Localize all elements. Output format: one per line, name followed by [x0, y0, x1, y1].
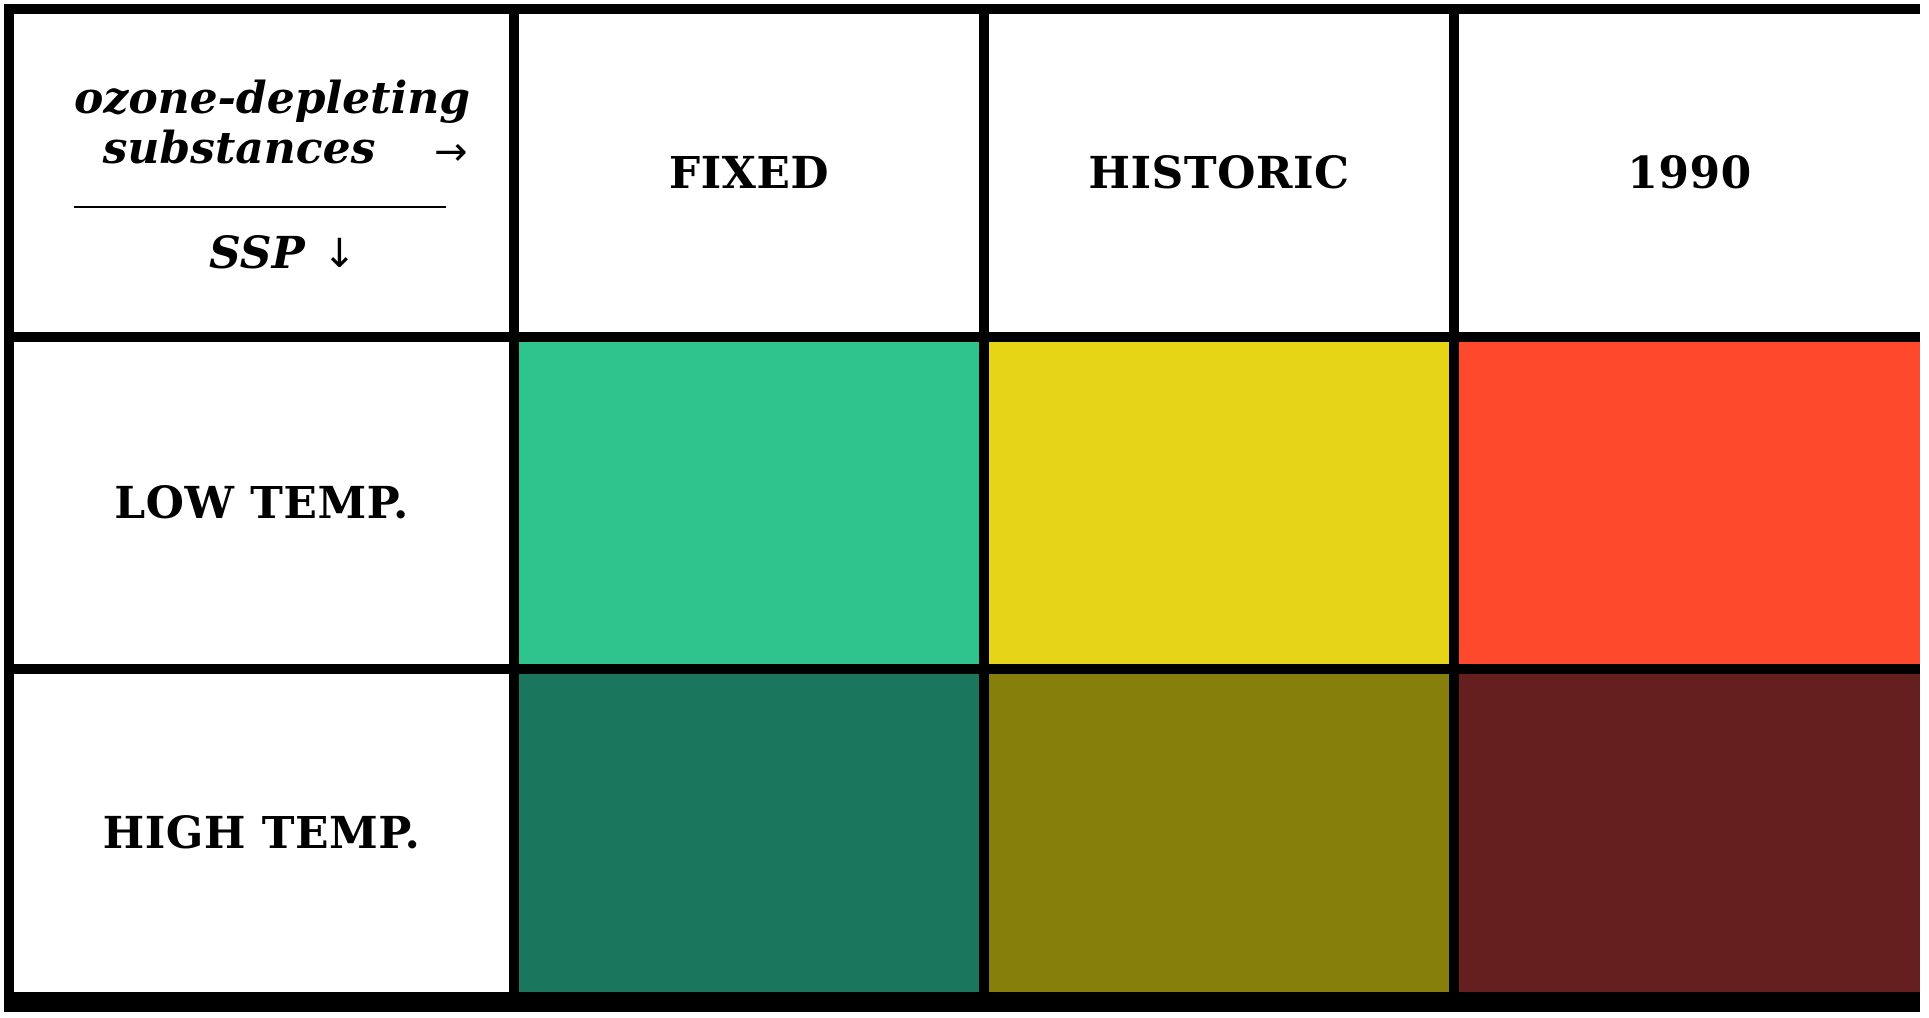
swatch-high-historic [989, 674, 1449, 992]
swatch-low-1990 [1459, 342, 1920, 664]
color-swatch [519, 342, 979, 664]
row-header-label: HIGH TEMP. [102, 807, 421, 859]
row-header-label: LOW TEMP. [114, 477, 409, 529]
swatch-low-fixed [519, 342, 979, 664]
column-header-label: HISTORIC [1088, 147, 1350, 199]
column-axis-label-line1: ozone-depleting [74, 73, 470, 124]
color-swatch [989, 342, 1449, 664]
color-legend-grid: ozone-depleting substances → SSP ↓ FIXED… [4, 4, 1920, 1012]
swatch-high-1990 [1459, 674, 1920, 992]
column-header-fixed: FIXED [519, 14, 979, 332]
column-axis-label: ozone-depleting substances [74, 73, 470, 174]
swatch-low-historic [989, 342, 1449, 664]
row-header-low-temp: LOW TEMP. [14, 342, 509, 664]
column-axis-label-line2: substances [102, 123, 376, 174]
corner-divider [74, 206, 446, 208]
color-swatch [519, 674, 979, 992]
row-axis-label-group: SSP ↓ [209, 229, 356, 279]
column-header-historic: HISTORIC [989, 14, 1449, 332]
row-header-high-temp: HIGH TEMP. [14, 674, 509, 992]
color-swatch [1459, 674, 1920, 992]
column-header-label: 1990 [1627, 147, 1752, 199]
column-header-label: FIXED [668, 147, 830, 199]
corner-header-cell: ozone-depleting substances → SSP ↓ [14, 14, 509, 332]
arrow-right-icon: → [434, 129, 468, 175]
column-header-1990: 1990 [1459, 14, 1920, 332]
arrow-down-icon: ↓ [322, 231, 357, 277]
swatch-high-fixed [519, 674, 979, 992]
color-swatch [1459, 342, 1920, 664]
color-swatch [989, 674, 1449, 992]
row-axis-label: SSP [209, 228, 305, 279]
